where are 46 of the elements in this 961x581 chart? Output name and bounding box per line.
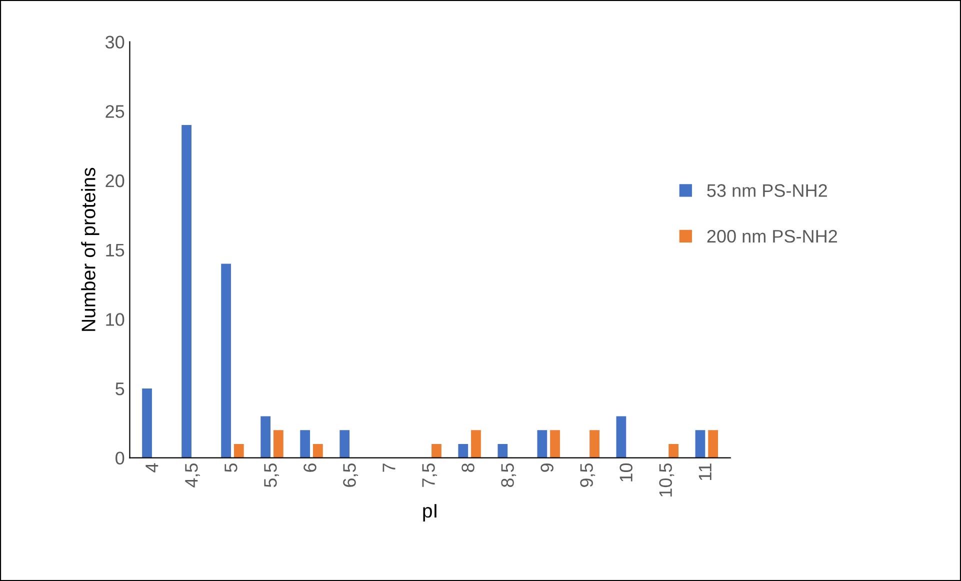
bar — [471, 430, 481, 458]
y-tick-label: 10 — [106, 313, 124, 326]
x-tick-label: 10,5 — [659, 463, 674, 496]
x-tick-label: 5,5 — [264, 463, 279, 488]
bar — [234, 444, 244, 458]
x-tick-label: 6 — [304, 463, 316, 472]
y-tick-label: 30 — [105, 36, 124, 49]
bar — [312, 444, 323, 458]
x-tick-label: 9,5 — [580, 463, 596, 487]
bar — [221, 264, 231, 458]
legend-label: 200 nm PS-NH2 — [707, 230, 837, 243]
bar — [340, 430, 350, 458]
y-tick-label: 25 — [106, 105, 124, 118]
y-axis-title: Number of proteins — [81, 168, 100, 331]
bar — [142, 388, 152, 458]
bar — [668, 444, 678, 458]
bar — [695, 430, 706, 458]
y-tick-label: 15 — [106, 244, 124, 257]
x-tick-label: 6,5 — [343, 463, 358, 487]
bar — [260, 416, 271, 458]
x-tick-label: 4 — [146, 463, 158, 472]
legend-label: 53 nm PS-NH2 — [707, 184, 827, 197]
bar — [590, 430, 600, 458]
bar — [273, 430, 284, 458]
y-tick-label: 0 — [116, 452, 124, 465]
bar — [708, 430, 718, 458]
bar — [458, 444, 468, 458]
bar — [498, 444, 508, 458]
bar — [432, 444, 442, 458]
x-axis-title: pI — [423, 504, 436, 522]
bar — [537, 430, 548, 458]
y-tick-label: 5 — [116, 382, 124, 396]
x-tick-label: 9 — [540, 464, 554, 472]
x-tick-label: 4,5 — [185, 463, 200, 488]
x-tick-label: 7 — [382, 464, 396, 472]
x-tick-label: 8,5 — [501, 463, 516, 487]
x-tick-label: 8 — [462, 463, 474, 472]
x-tick-label: 10 — [620, 463, 632, 482]
x-tick-label: 11 — [698, 464, 712, 480]
x-tick-label: 7,5 — [422, 463, 438, 487]
bar — [616, 416, 626, 458]
bar — [550, 430, 560, 458]
x-tick-label: 5 — [224, 463, 238, 472]
bar — [300, 430, 310, 458]
y-tick-label: 20 — [106, 174, 124, 188]
bar — [182, 125, 192, 458]
